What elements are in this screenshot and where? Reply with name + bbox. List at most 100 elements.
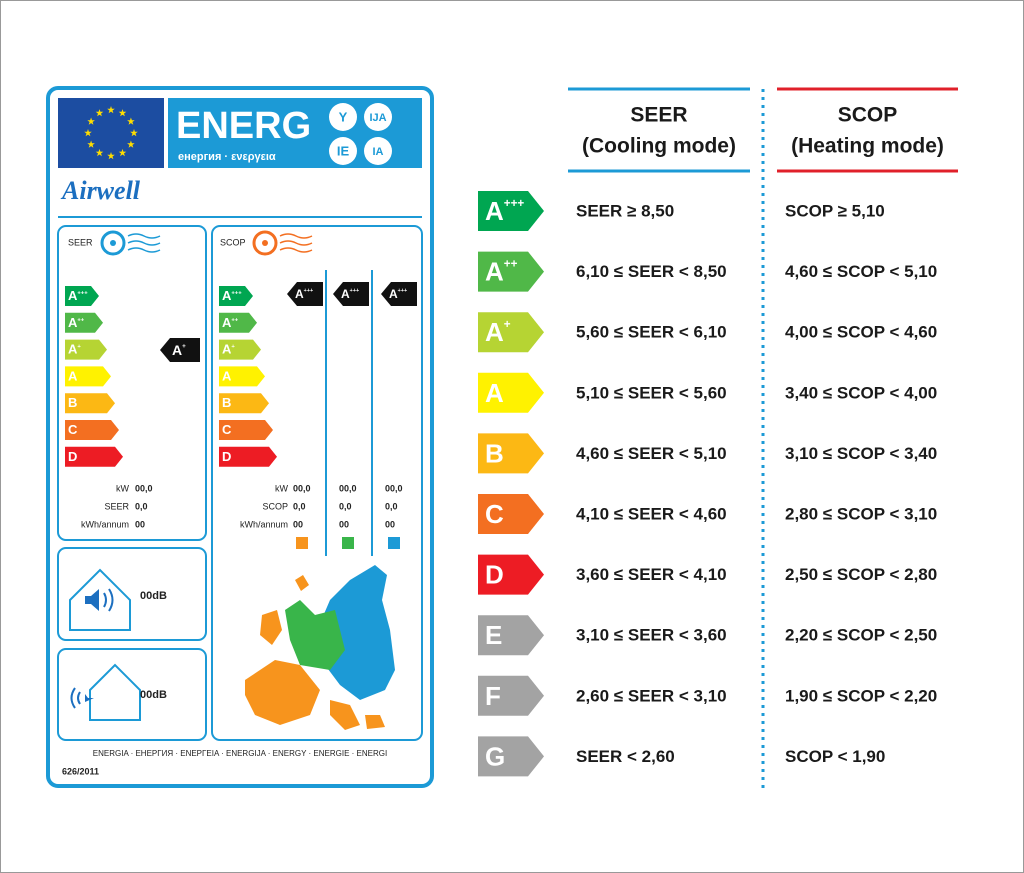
- seer-range: SEER < 2,60: [576, 747, 675, 766]
- seer-range: 4,60 ≤ SEER < 5,10: [576, 444, 727, 463]
- indoor-noise-icon: [69, 568, 131, 631]
- class-arrow: [478, 615, 544, 656]
- class-superscript: +++: [77, 290, 88, 296]
- class-letter: A: [485, 196, 504, 226]
- row-label: kW: [275, 483, 289, 493]
- class-arrow: [219, 420, 273, 440]
- class-label: G: [485, 741, 505, 771]
- class-letter: G: [485, 741, 505, 771]
- class-letter: A: [68, 342, 78, 357]
- seer-range: 4,10 ≤ SEER < 4,60: [576, 504, 727, 523]
- rating-arrow: [160, 338, 200, 362]
- zone-swatch: [342, 537, 354, 549]
- suffix-label: IE: [337, 143, 350, 158]
- class-label: D: [485, 559, 504, 589]
- star: [127, 117, 135, 125]
- row-value: 0,0: [293, 501, 306, 511]
- class-superscript: +: [182, 343, 186, 350]
- suffix-badge: [329, 137, 357, 165]
- zone-swatch: [296, 537, 308, 549]
- class-arrow: [65, 312, 103, 333]
- energy-title: ENERG: [176, 105, 311, 147]
- class-superscript: +++: [504, 197, 525, 210]
- class-arrow: [478, 251, 544, 292]
- outdoor-noise-value: 00dB: [140, 689, 167, 701]
- class-label: F: [485, 681, 501, 711]
- energy-subtitle: енергия · ενεργεια: [178, 151, 276, 163]
- class-letter: B: [222, 396, 231, 411]
- class-label: D: [222, 449, 231, 464]
- header-title: SCOP: [838, 104, 898, 127]
- class-superscript: ++: [504, 258, 518, 271]
- class-arrow: [219, 446, 277, 467]
- seer-panel: [57, 225, 207, 541]
- class-arrow: [65, 286, 99, 306]
- row-label: SEER: [104, 501, 129, 511]
- star: [107, 106, 115, 114]
- suffix-badge: [364, 103, 392, 131]
- brand: Airwell: [60, 176, 141, 205]
- class-letter: A: [68, 369, 78, 384]
- europe-map: [245, 565, 395, 730]
- class-label: C: [222, 422, 232, 437]
- class-superscript: +: [504, 318, 511, 331]
- class-letter: D: [485, 559, 504, 589]
- rating-arrow: [381, 282, 417, 306]
- class-letter: C: [68, 422, 78, 437]
- row-value: 00: [385, 519, 395, 529]
- row-value: 00: [339, 519, 349, 529]
- class-arrow: [65, 366, 111, 387]
- seer-range: SEER ≥ 8,50: [576, 201, 674, 220]
- class-letter: A: [389, 287, 398, 301]
- class-label: A: [68, 369, 78, 384]
- seer-range: 5,10 ≤ SEER < 5,60: [576, 383, 727, 402]
- row-value: 00: [135, 519, 145, 529]
- class-arrow: [65, 393, 115, 414]
- seer-range: 5,60 ≤ SEER < 6,10: [576, 323, 727, 342]
- class-label: B: [222, 396, 231, 411]
- seer-range: 6,10 ≤ SEER < 8,50: [576, 262, 727, 281]
- class-label: A++: [222, 315, 239, 330]
- suffix-badge: [364, 137, 392, 165]
- scop-panel-title: SCOP: [220, 237, 246, 247]
- class-label: A+: [68, 342, 81, 357]
- class-letter: A: [485, 256, 504, 286]
- class-letter: A: [222, 342, 232, 357]
- class-letter: A: [295, 287, 304, 301]
- suffix-label: IA: [373, 146, 384, 158]
- row-value: 00,0: [135, 483, 153, 493]
- scop-panel: [211, 225, 423, 741]
- seer-range: 3,60 ≤ SEER < 4,10: [576, 565, 727, 584]
- row-label: kW: [116, 483, 130, 493]
- scop-range: 4,60 ≤ SCOP < 5,10: [785, 262, 937, 281]
- eu-stars: [84, 106, 138, 160]
- class-label: A+++: [68, 288, 88, 303]
- class-arrow: [219, 366, 265, 387]
- outdoor-noise-icon: [70, 663, 141, 721]
- scop-range: 4,00 ≤ SCOP < 4,60: [785, 323, 937, 342]
- scop-range: 2,50 ≤ SCOP < 2,80: [785, 565, 937, 584]
- star: [118, 148, 127, 157]
- class-label: A+++: [295, 287, 313, 301]
- cooling-icon: [100, 230, 161, 256]
- class-arrow: [478, 191, 544, 231]
- class-label: D: [68, 449, 77, 464]
- class-letter: A: [172, 342, 182, 358]
- scop-range: SCOP < 1,90: [785, 747, 885, 766]
- class-letter: A: [341, 287, 350, 301]
- row-label: kWh/annum: [81, 519, 129, 529]
- class-superscript: ++: [231, 317, 238, 323]
- class-label: A+++: [222, 288, 242, 303]
- class-letter: F: [485, 681, 501, 711]
- suffix-label: IJA: [369, 112, 386, 124]
- indoor-noise-panel: [57, 547, 207, 641]
- class-arrow: [219, 339, 261, 360]
- class-superscript: +: [231, 344, 235, 350]
- indoor-noise-value: 00dB: [140, 590, 167, 602]
- seer-range: 3,10 ≤ SEER < 3,60: [576, 626, 727, 645]
- class-arrow: [65, 339, 107, 360]
- row-label: SCOP: [262, 501, 288, 511]
- class-arrow: [478, 372, 544, 413]
- row-value: 0,0: [385, 501, 398, 511]
- class-arrow: [478, 312, 544, 353]
